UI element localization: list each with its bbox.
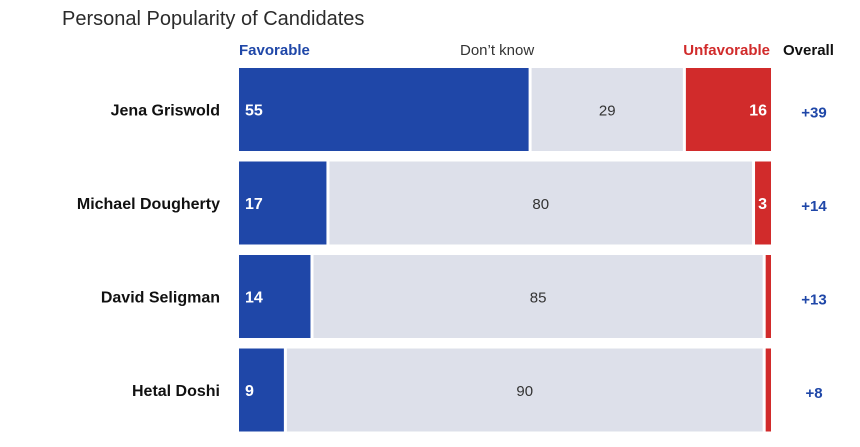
- dont-know-value-label: 29: [599, 103, 616, 120]
- unfavorable-value-label: 16: [749, 103, 767, 120]
- unfavorable-bar: [765, 255, 771, 338]
- chart-title: Personal Popularity of Candidates: [62, 8, 365, 30]
- favorable-bar: [239, 68, 529, 151]
- favorable-bar: [239, 255, 311, 338]
- overall-value-label: +13: [801, 292, 826, 309]
- category-label: Hetal Doshi: [132, 383, 220, 400]
- unfavorable-bar: [685, 68, 771, 151]
- category-label: Jena Griswold: [111, 103, 220, 120]
- unfavorable-bar: [765, 348, 771, 432]
- header-favorable: Favorable: [239, 42, 310, 59]
- dont-know-value-label: 90: [516, 383, 533, 400]
- dont-know-bar: [531, 68, 683, 151]
- dont-know-bar: [286, 348, 763, 432]
- favorable-bar: [239, 348, 284, 432]
- category-label: David Seligman: [101, 290, 220, 307]
- header-unfavorable: Unfavorable: [683, 42, 770, 59]
- dont-know-value-label: 80: [532, 196, 549, 213]
- favorable-value-label: 9: [245, 383, 254, 400]
- overall-value-label: +39: [801, 105, 826, 122]
- overall-value-label: +8: [805, 385, 822, 402]
- favorable-value-label: 14: [245, 290, 263, 307]
- unfavorable-value-label: 3: [758, 196, 767, 213]
- header-overall: Overall: [783, 42, 834, 59]
- header-dont-know: Don’t know: [460, 42, 535, 59]
- favorable-value-label: 55: [245, 103, 263, 120]
- unfavorable-bar: [755, 161, 771, 245]
- favorable-bar: [239, 161, 327, 245]
- dont-know-bar: [313, 255, 763, 338]
- overall-value-label: +14: [801, 198, 827, 215]
- dont-know-value-label: 85: [530, 290, 547, 307]
- favorable-value-label: 17: [245, 196, 263, 213]
- dont-know-bar: [329, 161, 753, 245]
- category-label: Michael Dougherty: [77, 196, 220, 213]
